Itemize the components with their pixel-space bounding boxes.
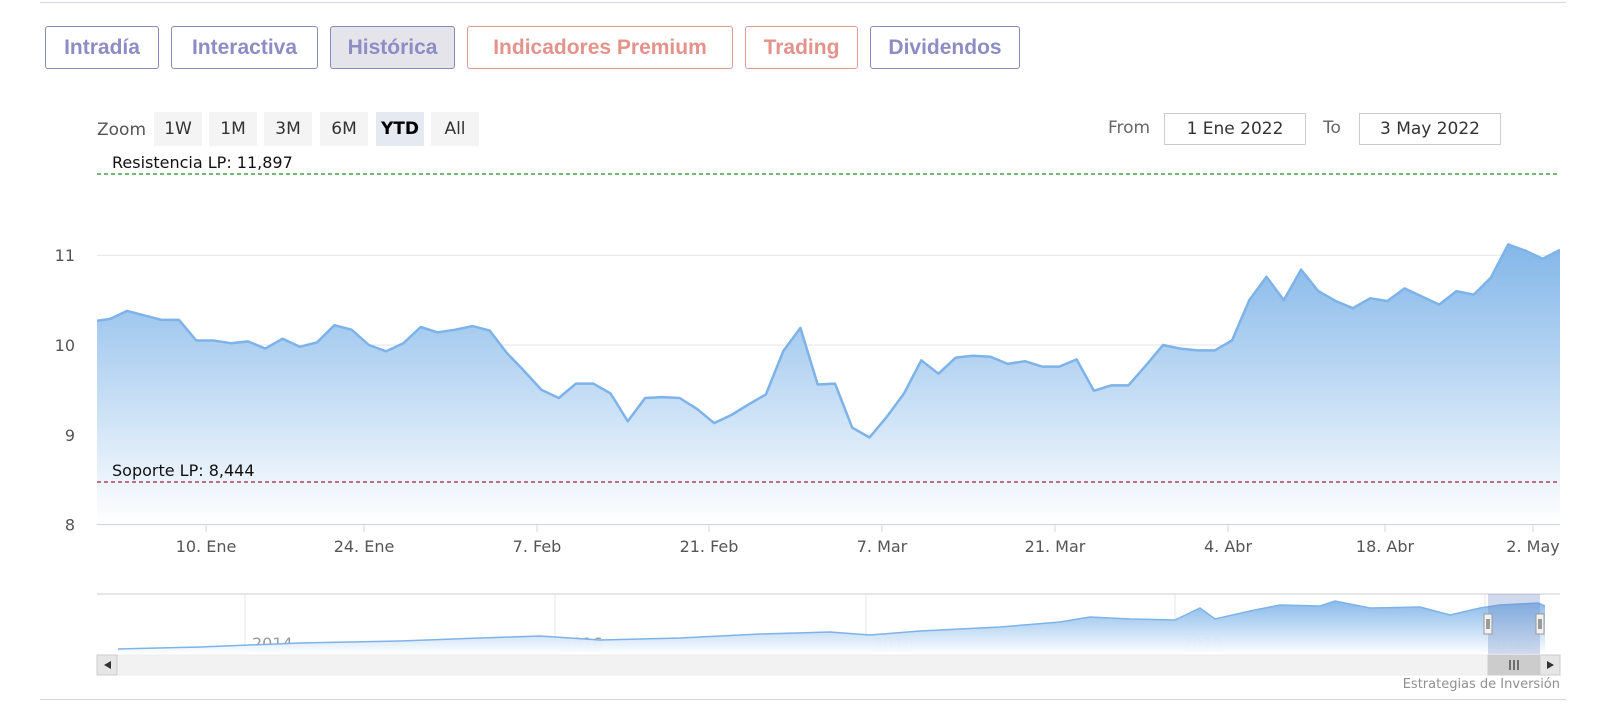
chevron-left-icon	[104, 661, 111, 669]
tab-interactiva[interactable]: Interactiva	[171, 26, 318, 69]
zoom-ytd-button[interactable]: YTD	[376, 112, 424, 146]
y-tick-label: 9	[65, 426, 75, 445]
x-tick-label: 18. Abr	[1356, 537, 1415, 556]
zoom-3m-button[interactable]: 3M	[264, 112, 312, 146]
x-tick-label: 7. Feb	[513, 537, 562, 556]
zoom-all-button[interactable]: All	[431, 112, 479, 146]
zoom-1w-button[interactable]: 1W	[154, 112, 202, 146]
top-divider	[40, 2, 1566, 3]
handle-body[interactable]	[1535, 613, 1545, 635]
navigator-right-handle[interactable]	[1535, 613, 1545, 635]
navigator-line	[117, 600, 1546, 650]
tab-dividendos[interactable]: Dividendos	[870, 26, 1020, 69]
support-label: Soporte LP: 8,444	[112, 461, 255, 480]
navigator-left-handle[interactable]	[1483, 613, 1493, 635]
tab-intradia[interactable]: Intradía	[45, 26, 159, 69]
x-tick-label: 7. Mar	[857, 537, 908, 556]
bottom-divider	[40, 699, 1566, 700]
x-tick-label: 21. Mar	[1025, 537, 1086, 556]
x-tick-label: 21. Feb	[680, 537, 739, 556]
from-date-input[interactable]	[1164, 113, 1306, 145]
navigator-area	[118, 601, 1545, 654]
x-tick-label: 4. Abr	[1204, 537, 1252, 556]
from-label: From	[1108, 118, 1151, 138]
zoom-label: Zoom	[97, 120, 147, 140]
y-tick-label: 11	[55, 246, 75, 265]
tab-historica[interactable]: Histórica	[330, 26, 455, 69]
y-tick-label: 10	[55, 336, 75, 355]
x-tick-label: 10. Ene	[176, 537, 237, 556]
handle-body[interactable]	[1483, 613, 1493, 635]
zoom-6m-button[interactable]: 6M	[320, 112, 368, 146]
to-date-input[interactable]	[1359, 113, 1501, 145]
scrollbar-track[interactable]	[96, 654, 1561, 676]
chevron-right-icon	[1547, 661, 1554, 669]
scrollbar-grip-icon	[1509, 660, 1519, 670]
resistance-label: Resistencia LP: 11,897	[112, 153, 293, 172]
x-tick-label: 24. Ene	[334, 537, 395, 556]
navigator-selection[interactable]	[1488, 594, 1540, 654]
credits-text: Estrategias de Inversión	[1402, 677, 1560, 692]
zoom-1m-button[interactable]: 1M	[209, 112, 257, 146]
tab-trading[interactable]: Trading	[745, 26, 858, 69]
x-tick-label: 2. May	[1506, 537, 1559, 556]
tab-indicadores-premium[interactable]: Indicadores Premium	[467, 26, 733, 69]
price-line	[97, 243, 1560, 439]
to-label: To	[1323, 118, 1341, 138]
y-tick-label: 8	[65, 516, 75, 535]
